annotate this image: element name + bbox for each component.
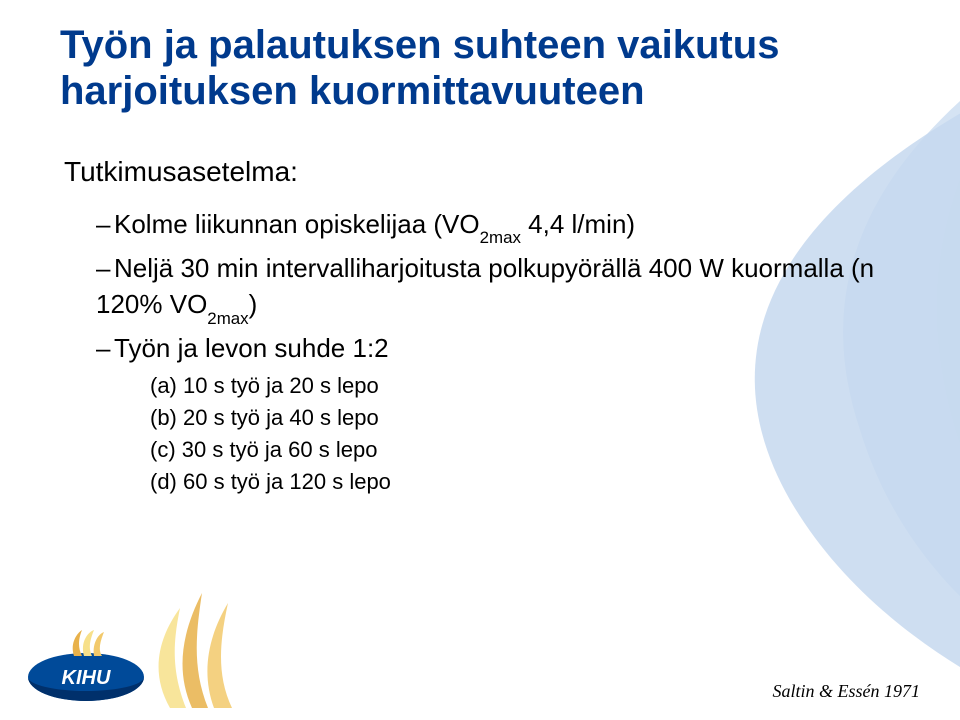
l2a-sub: 2max [480,228,521,247]
flame-right [207,603,232,708]
slide-content: Työn ja palautuksen suhteen vaikutus har… [0,0,960,498]
bullet-l2-b: –Neljä 30 min intervalliharjoitusta polk… [96,250,900,326]
bullet-l3-a: (a) 10 s työ ja 20 s lepo [150,370,900,402]
slide: Työn ja palautuksen suhteen vaikutus har… [0,0,960,720]
logo-flames [73,630,104,656]
bullet-l3-c: (c) 30 s työ ja 60 s lepo [150,434,900,466]
flame-left [159,608,186,708]
l2b-sub: 2max [207,309,248,328]
citation: Saltin & Essén 1971 [773,681,921,702]
bullet-l3-d: (d) 60 s työ ja 120 s lepo [150,466,900,498]
slide-title: Työn ja palautuksen suhteen vaikutus har… [60,22,900,114]
l2a-pre: Kolme liikunnan opiskelijaa (VO [114,209,480,239]
bullet-l3-b: (b) 20 s työ ja 40 s lepo [150,402,900,434]
title-line-2: harjoituksen kuormittavuuteen [60,69,645,113]
dash-icon: – [96,250,114,286]
bullet-l1: Tutkimusasetelma: [64,156,900,188]
flame-icon [140,578,250,708]
dash-icon: – [96,206,114,242]
bullet-l2-a: –Kolme liikunnan opiskelijaa (VO2max 4,4… [96,206,900,246]
kihu-logo: KIHU [26,630,146,702]
dash-icon: – [96,330,114,366]
title-line-1: Työn ja palautuksen suhteen vaikutus [60,23,779,67]
l2c-text: Työn ja levon suhde 1:2 [114,333,389,363]
l2a-post: 4,4 l/min) [521,209,635,239]
l2b-post: ) [249,289,258,319]
logo-text: KIHU [62,667,111,689]
bullet-l2-c: –Työn ja levon suhde 1:2 [96,330,900,366]
flame-mid [183,593,208,708]
